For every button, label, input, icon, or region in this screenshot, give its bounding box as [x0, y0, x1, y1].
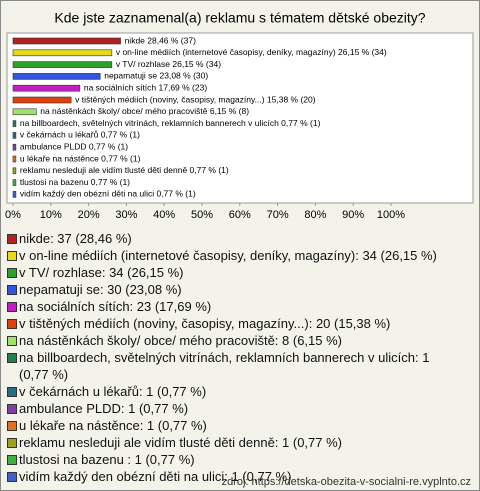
x-tick-label: 100% — [377, 209, 405, 221]
legend-swatch — [7, 353, 17, 363]
legend-item: v TV/ rozhlase: 34 (26,15 %) — [7, 264, 447, 281]
bar — [12, 73, 101, 80]
legend-item: ambulance PLDD: 1 (0,77 %) — [7, 400, 447, 417]
legend-swatch — [7, 472, 17, 482]
bar-label: reklamu nesleduji ale vidím tlusté děti … — [20, 165, 229, 175]
bar — [12, 37, 121, 45]
legend-item: na nástěnkách školy/ obce/ mého pracoviš… — [7, 332, 447, 349]
legend-swatch — [7, 404, 17, 414]
bar-label: na nástěnkách školy/ obce/ mého pracoviš… — [40, 106, 249, 116]
legend-item: nikde: 37 (28,46 %) — [7, 230, 447, 247]
legend-item: na billboardech, světelných vitrínách, r… — [7, 349, 447, 383]
legend: nikde: 37 (28,46 %) v on-line médiích (in… — [7, 230, 447, 485]
legend-swatch — [7, 234, 17, 244]
plot: Kde jste zaznamenal(a) reklamu s tématem… — [5, 10, 474, 221]
legend-item: na sociálních sítích: 23 (17,69 %) — [7, 298, 447, 315]
legend-swatch — [7, 268, 17, 278]
legend-item: reklamu nesleduji ale vidím tlusté děti … — [7, 434, 447, 451]
legend-label: v tištěných médiích (noviny, časopisy, m… — [19, 316, 391, 331]
legend-item: tlustosi na bazenu : 1 (0,77 %) — [7, 451, 447, 468]
x-tick-label: 50% — [191, 209, 213, 221]
legend-label: ambulance PLDD: 1 (0,77 %) — [19, 401, 189, 416]
bar — [12, 191, 17, 198]
x-tick-label: 90% — [342, 209, 364, 221]
legend-swatch — [7, 285, 17, 295]
bar — [12, 84, 81, 92]
legend-label: na sociálních sítích: 23 (17,69 %) — [19, 299, 212, 314]
bar — [12, 155, 17, 163]
bar-label: v on-line médiích (internetové časopisy,… — [116, 47, 387, 57]
legend-label: v TV/ rozhlase: 34 (26,15 %) — [19, 265, 184, 280]
legend-label: tlustosi na bazenu : 1 (0,77 %) — [19, 452, 195, 467]
legend-item: nepamatuji se: 30 (23,08 %) — [7, 281, 447, 298]
bar — [12, 143, 17, 151]
source: zdroj: https://detska-obezita-v-socialni… — [221, 476, 471, 488]
bar-label: nepamatuji se 23,08 % (30) — [104, 71, 208, 81]
x-tick-label: 60% — [229, 209, 251, 221]
legend-label: u lékaře na nástěnce: 1 (0,77 %) — [19, 418, 207, 433]
legend-label: na billboardech, světelných vitrínách, r… — [19, 350, 430, 382]
legend-item: u lékaře na nástěnce: 1 (0,77 %) — [7, 417, 447, 434]
bar-label: u lékaře na nástěnce 0,77 % (1) — [20, 153, 141, 163]
legend-label: vidím každý den obézní děti na ulici: 1 … — [19, 469, 292, 484]
bar-label: nikde 28,46 % (37) — [125, 35, 197, 45]
legend-item: vidím každý den obézní děti na ulici: 1 … — [7, 468, 447, 485]
legend-item: v on-line médiích (internetové časopisy,… — [7, 247, 447, 264]
legend-label: reklamu nesleduji ale vidím tlusté děti … — [19, 435, 343, 450]
x-tick-label: 40% — [153, 209, 175, 221]
bar — [12, 61, 113, 68]
legend-swatch — [7, 302, 17, 312]
legend-swatch — [7, 251, 17, 261]
legend-label: nepamatuji se: 30 (23,08 %) — [19, 282, 182, 297]
bar-label: na sociálních sítích 17,69 % (23) — [84, 82, 207, 92]
legend-swatch — [7, 387, 17, 397]
legend-label: na nástěnkách školy/ obce/ mého pracoviš… — [19, 333, 343, 348]
bar-label: vidím každý den obézní děti na ulici 0,7… — [20, 189, 196, 199]
bar-label: tlustosi na bazenu 0,77 % (1) — [20, 177, 130, 187]
x-tick-label: 70% — [267, 209, 289, 221]
legend-label: v on-line médiích (internetové časopisy,… — [19, 248, 437, 263]
bar-label: ambulance PLDD 0,77 % (1) — [20, 141, 128, 151]
bar — [12, 96, 72, 104]
bar — [12, 49, 113, 57]
x-tick-label: 20% — [78, 209, 100, 221]
bar — [12, 179, 17, 186]
bar-label: v TV/ rozhlase 26,15 % (34) — [116, 59, 221, 69]
x-tick-label: 30% — [115, 209, 137, 221]
legend-swatch — [7, 319, 17, 329]
legend-swatch — [7, 438, 17, 448]
bar — [12, 132, 17, 139]
legend-item: v čekárnách u lékařů: 1 (0,77 %) — [7, 383, 447, 400]
bar — [12, 108, 37, 116]
legend-label: v čekárnách u lékařů: 1 (0,77 %) — [19, 384, 207, 399]
x-tick-label: 80% — [304, 209, 326, 221]
bar — [12, 120, 17, 127]
legend-item: v tištěných médiích (noviny, časopisy, m… — [7, 315, 447, 332]
bar-label: v tištěných médiích (noviny, časopisy, m… — [75, 94, 316, 104]
x-tick-label: 0% — [5, 209, 21, 221]
bar-label: v čekárnách u lékařů 0,77 % (1) — [20, 130, 140, 140]
bar-label: na billboardech, světelných vitrínách, r… — [20, 118, 321, 128]
legend-swatch — [7, 421, 17, 431]
legend-swatch — [7, 455, 17, 465]
bar — [12, 167, 17, 175]
chart-title: Kde jste zaznamenal(a) reklamu s tématem… — [54, 10, 425, 26]
legend-swatch — [7, 336, 17, 346]
legend-label: nikde: 37 (28,46 %) — [19, 231, 132, 246]
x-tick-label: 10% — [40, 209, 62, 221]
